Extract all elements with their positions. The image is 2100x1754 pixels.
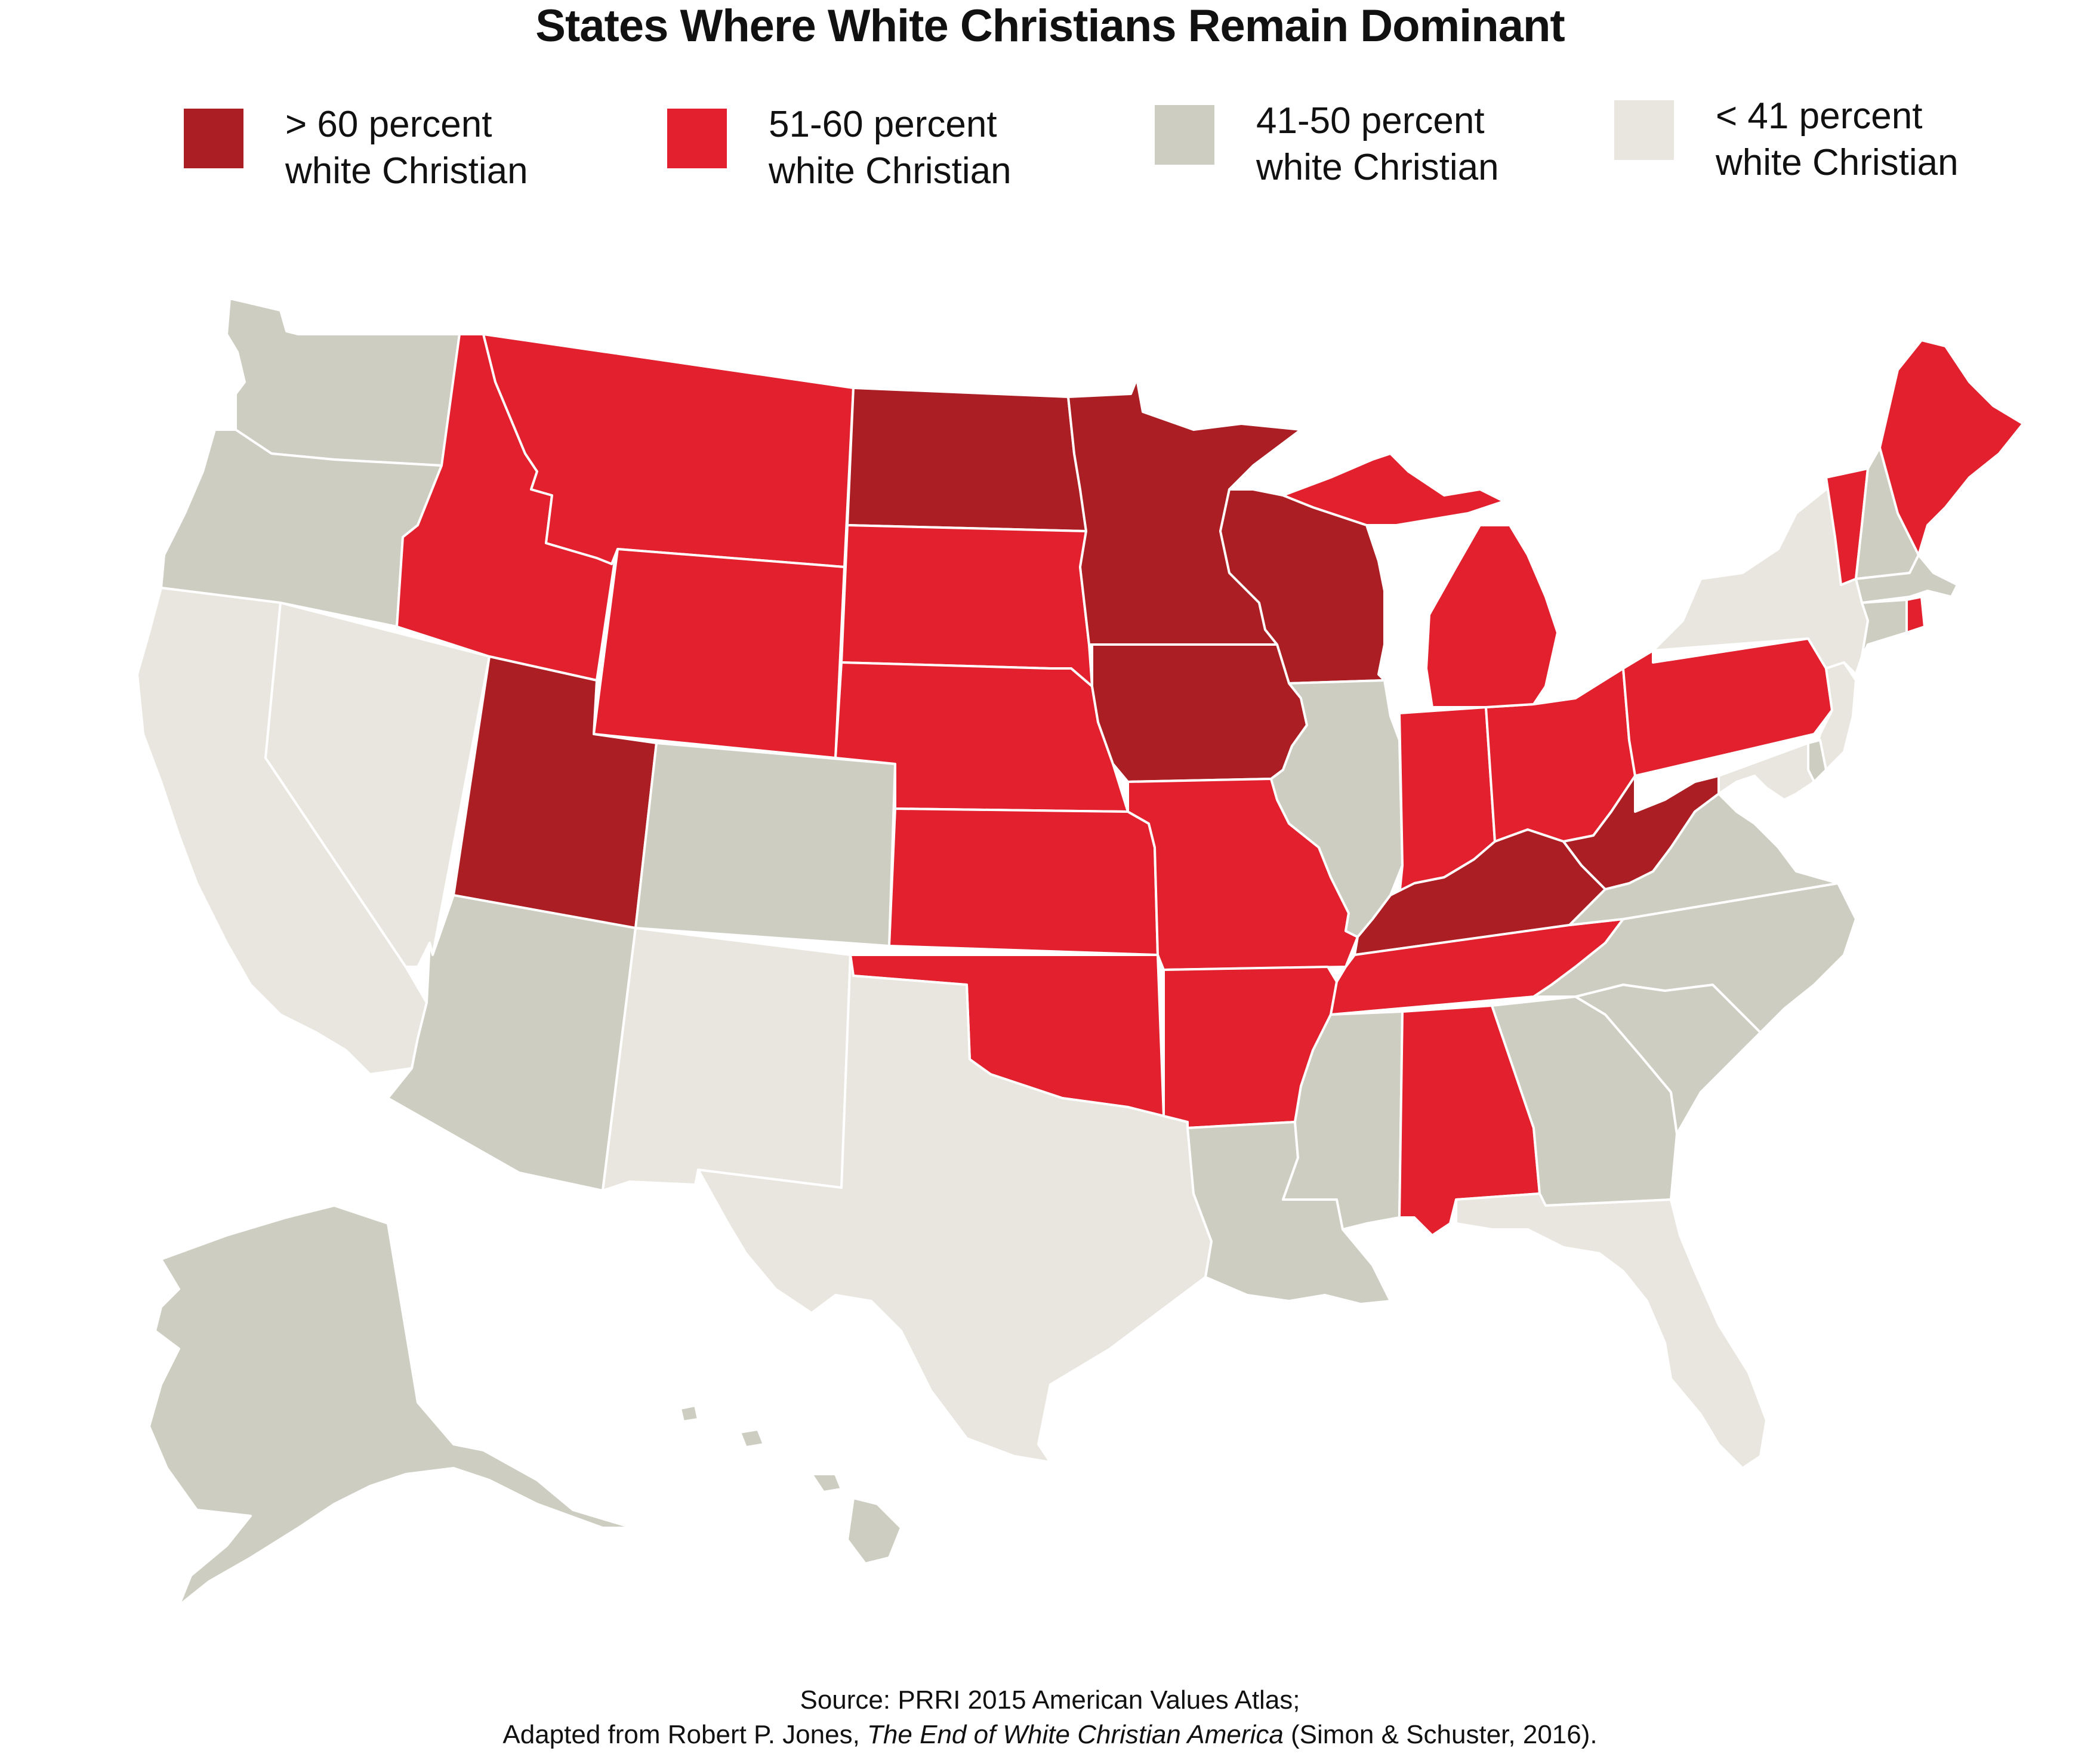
legend-label-line2: white Christian bbox=[1716, 142, 1959, 183]
state-MI-upper bbox=[1282, 452, 1505, 526]
state-ME bbox=[1879, 339, 2024, 556]
state-NV bbox=[264, 602, 491, 968]
map-title: States Where White Christians Remain Dom… bbox=[535, 1, 1565, 51]
state-CO bbox=[634, 742, 896, 947]
source-line2: Adapted from Robert P. Jones, The End of… bbox=[0, 1718, 2100, 1752]
state-WY bbox=[593, 548, 846, 759]
state-FL bbox=[1455, 1192, 1768, 1469]
legend-label: 41-50 percent white Christian bbox=[1256, 98, 1614, 191]
legend-swatch bbox=[184, 109, 243, 168]
state-CA bbox=[136, 587, 428, 1075]
state-MI-lower bbox=[1425, 524, 1559, 708]
legend: > 60 percent white Christian 51-60 perce… bbox=[0, 95, 2100, 215]
state-OR bbox=[160, 429, 443, 628]
state-HI-kauai bbox=[679, 1404, 699, 1423]
source-note: Source: PRRI 2015 American Values Atlas;… bbox=[0, 1683, 2100, 1752]
state-WV bbox=[1562, 775, 1720, 890]
legend-label-line1: 41-50 percent bbox=[1256, 100, 1485, 141]
state-HI-maui bbox=[810, 1473, 843, 1493]
source-line2-pre: Adapted from Robert P. Jones, bbox=[502, 1720, 868, 1749]
legend-label-line2: white Christian bbox=[769, 150, 1012, 192]
source-line2-post: (Simon & Schuster, 2016). bbox=[1283, 1720, 1598, 1749]
state-SD bbox=[840, 524, 1093, 688]
legend-swatch bbox=[1155, 105, 1214, 165]
state-TX bbox=[697, 954, 1213, 1463]
state-NJ bbox=[1813, 661, 1857, 771]
state-NC bbox=[1532, 882, 1857, 1034]
state-MD bbox=[1717, 742, 1815, 801]
legend-label-line1: 51-60 percent bbox=[769, 104, 997, 145]
legend-label: 51-60 percent white Christian bbox=[769, 101, 1127, 195]
legend-swatch bbox=[667, 109, 727, 168]
legend-label: > 60 percent white Christian bbox=[285, 101, 643, 195]
legend-label: < 41 percent white Christian bbox=[1716, 93, 2074, 186]
state-HI-big bbox=[846, 1497, 902, 1565]
state-IA bbox=[1091, 643, 1308, 783]
legend-label-line2: white Christian bbox=[1256, 147, 1499, 188]
state-CT bbox=[1861, 599, 1908, 658]
state-WA bbox=[226, 297, 461, 467]
legend-label-line1: < 41 percent bbox=[1716, 95, 1923, 137]
state-RI bbox=[1905, 596, 1926, 634]
state-MA bbox=[1855, 554, 1959, 604]
legend-swatch bbox=[1614, 100, 1674, 160]
state-AK bbox=[148, 1204, 634, 1607]
state-NM bbox=[602, 927, 852, 1192]
source-book-title: The End of White Christian America bbox=[867, 1720, 1284, 1749]
legend-label-line2: white Christian bbox=[285, 150, 528, 192]
state-KS bbox=[888, 807, 1159, 956]
state-ND bbox=[846, 387, 1087, 532]
state-HI-oahu bbox=[739, 1428, 765, 1448]
source-line1: Source: PRRI 2015 American Values Atlas; bbox=[800, 1685, 1300, 1715]
legend-label-line1: > 60 percent bbox=[285, 104, 492, 145]
